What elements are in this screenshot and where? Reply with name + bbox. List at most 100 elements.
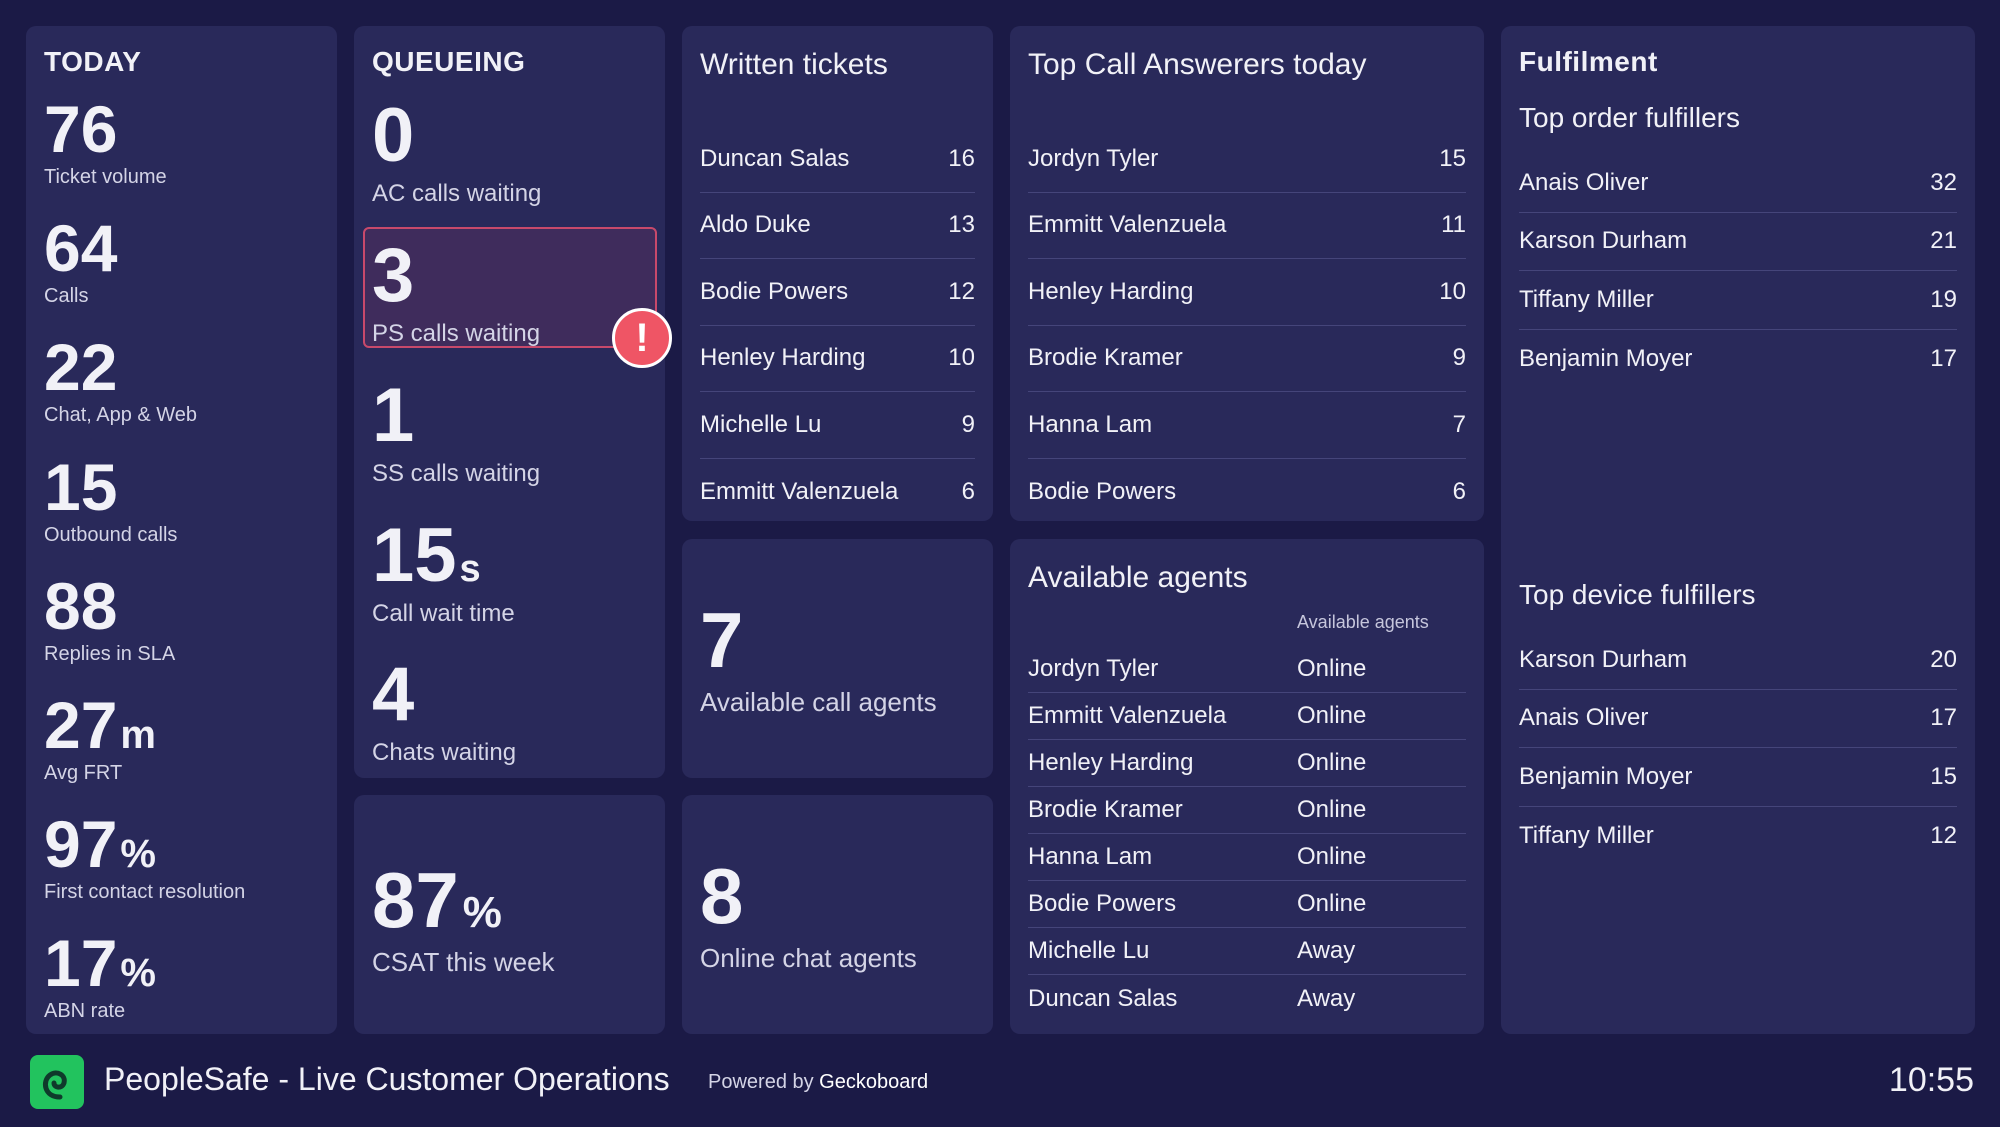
list-item-name: Bodie Powers	[1028, 477, 1177, 505]
top-call-title: Top Call Answerers today	[1028, 48, 1367, 81]
agent-row: Hanna Lam Online	[1028, 834, 1466, 881]
agent-name: Michelle Lu	[1028, 937, 1150, 964]
queue-stat-value-line: 3	[372, 238, 540, 314]
queue-stat-unit: s	[459, 548, 481, 590]
today-stat-label: Chat, App & Web	[44, 404, 198, 426]
top-call-row: Jordyn Tyler 15	[1028, 126, 1466, 193]
today-stat-value: 64	[44, 211, 118, 285]
dashboard-title: PeopleSafe - Live Customer Operations	[104, 1061, 670, 1097]
queueing-title: QUEUEING	[372, 46, 526, 77]
queue-stat: 15s Call wait time	[372, 518, 515, 628]
today-stat: 97% First contact resolution	[44, 811, 245, 904]
call-agents-stat: 7 Available call agents	[700, 601, 937, 718]
queue-stat-label: PS calls waiting	[372, 320, 541, 347]
list-item-value: 12	[948, 277, 975, 305]
queueing-panel: QUEUEING 0 AC calls waiting 3 PS calls wait…	[354, 26, 672, 778]
today-stat: 17% ABN rate	[44, 930, 156, 1023]
today-stat-value-line: 76	[44, 96, 167, 162]
chat-agents-panel: 8 Online chat agents	[682, 795, 993, 1034]
list-item-name: Aldo Duke	[700, 211, 811, 239]
device-fulfiller-row: Anais Oliver 17	[1519, 690, 1957, 748]
today-stat-label: Outbound calls	[44, 524, 178, 546]
queue-stat-value: 15	[372, 513, 457, 598]
written-ticket-row: Henley Harding 10	[700, 326, 975, 392]
today-stat-value-line: 64	[44, 215, 120, 281]
order-fulfiller-row: Benjamin Moyer 17	[1519, 330, 1957, 389]
today-stat: 64 Calls	[44, 215, 120, 308]
queue-stat-value-line: 1	[372, 378, 540, 454]
agent-status: Online	[1297, 890, 1367, 917]
geckoboard-logo-icon	[30, 1055, 84, 1109]
queue-stat-value: 3	[372, 233, 415, 318]
chat-agents-stat: 8 Online chat agents	[700, 857, 917, 974]
list-item-value: 13	[948, 211, 975, 239]
list-item-value: 17	[1930, 704, 1957, 732]
geckoboard-logo-svg	[42, 1070, 67, 1100]
today-stat: 15 Outbound calls	[44, 454, 177, 547]
list-item-value: 9	[1452, 344, 1466, 372]
list-item-name: Henley Harding	[1028, 277, 1194, 305]
today-stat-label: Ticket volume	[44, 166, 167, 188]
written-ticket-row: Michelle Lu 9	[700, 392, 975, 459]
today-stat-value-line: 17%	[44, 930, 156, 996]
agent-status: Online	[1297, 843, 1367, 870]
today-stat-value-line: 27m	[44, 692, 156, 758]
queue-stat: 3 PS calls waiting	[372, 238, 540, 348]
agent-name: Jordyn Tyler	[1028, 655, 1159, 682]
list-item-value: 11	[1441, 211, 1466, 239]
today-stat-unit: %	[120, 832, 156, 876]
list-item-name: Hanna Lam	[1028, 410, 1153, 438]
list-item-value: 7	[1452, 410, 1466, 438]
chat-agents-label: Online chat agents	[700, 943, 917, 973]
list-item-value: 9	[961, 410, 975, 438]
today-stat-unit: m	[120, 713, 156, 757]
today-stat-value-line: 15	[44, 454, 177, 520]
agent-status: Online	[1297, 796, 1367, 823]
agent-name: Duncan Salas	[1028, 984, 1178, 1012]
agent-row: Emmitt Valenzuela Online	[1028, 693, 1466, 740]
written-ticket-row: Aldo Duke 13	[700, 193, 975, 259]
alert-icon[interactable]: !	[612, 308, 672, 368]
list-item-name: Jordyn Tyler	[1028, 144, 1159, 172]
list-item-name: Emmitt Valenzuela	[700, 477, 899, 505]
agent-row: Brodie Kramer Online	[1028, 787, 1466, 834]
today-stat-label: Replies in SLA	[44, 643, 176, 665]
queue-stat-value-line: 4	[372, 657, 516, 733]
agent-row: Bodie Powers Online	[1028, 881, 1466, 928]
powered-brand: Geckoboard	[819, 1071, 929, 1093]
call-agents-panel: 7 Available call agents	[682, 539, 993, 778]
order-fulfiller-row: Karson Durham 21	[1519, 213, 1957, 271]
available-agents-title: Available agents	[1028, 561, 1248, 594]
powered-by[interactable]: Powered by Geckoboard	[708, 1071, 928, 1094]
csat-unit: %	[462, 888, 502, 937]
device-fulfillers-title: Top device fulfillers	[1519, 579, 1756, 610]
today-panel: TODAY 76 Ticket volume 64 Calls 22 Chat, App …	[26, 26, 337, 1034]
agent-name: Henley Harding	[1028, 749, 1194, 776]
agent-name: Bodie Powers	[1028, 890, 1177, 917]
csat-panel: 87% CSAT this week	[354, 795, 665, 1034]
today-title: TODAY	[44, 46, 142, 77]
agent-row: Henley Harding Online	[1028, 740, 1466, 787]
csat-label: CSAT this week	[372, 947, 555, 977]
today-stat-label: Avg FRT	[44, 762, 123, 784]
list-item-value: 10	[948, 344, 975, 372]
queue-stat: 1 SS calls waiting	[372, 378, 540, 488]
list-item-value: 21	[1930, 227, 1957, 255]
list-item-value: 6	[1452, 477, 1466, 505]
agent-name: Brodie Kramer	[1028, 796, 1183, 823]
agent-status: Online	[1297, 702, 1367, 729]
today-stat-label: Calls	[44, 285, 89, 307]
queue-stat-value: 1	[372, 373, 415, 458]
today-stat-value: 97	[44, 807, 118, 881]
top-call-row: Brodie Kramer 9	[1028, 326, 1466, 392]
agent-name: Hanna Lam	[1028, 843, 1153, 870]
clock: 10:55	[1888, 1061, 1974, 1099]
today-stat-label: First contact resolution	[44, 881, 246, 903]
order-fulfiller-row: Anais Oliver 32	[1519, 154, 1957, 213]
agent-row: Duncan Salas Away	[1028, 975, 1466, 1022]
list-item-value: 32	[1930, 168, 1957, 196]
agent-status: Online	[1297, 655, 1367, 682]
today-stat: 88 Replies in SLA	[44, 573, 175, 666]
list-item-name: Michelle Lu	[700, 410, 822, 438]
